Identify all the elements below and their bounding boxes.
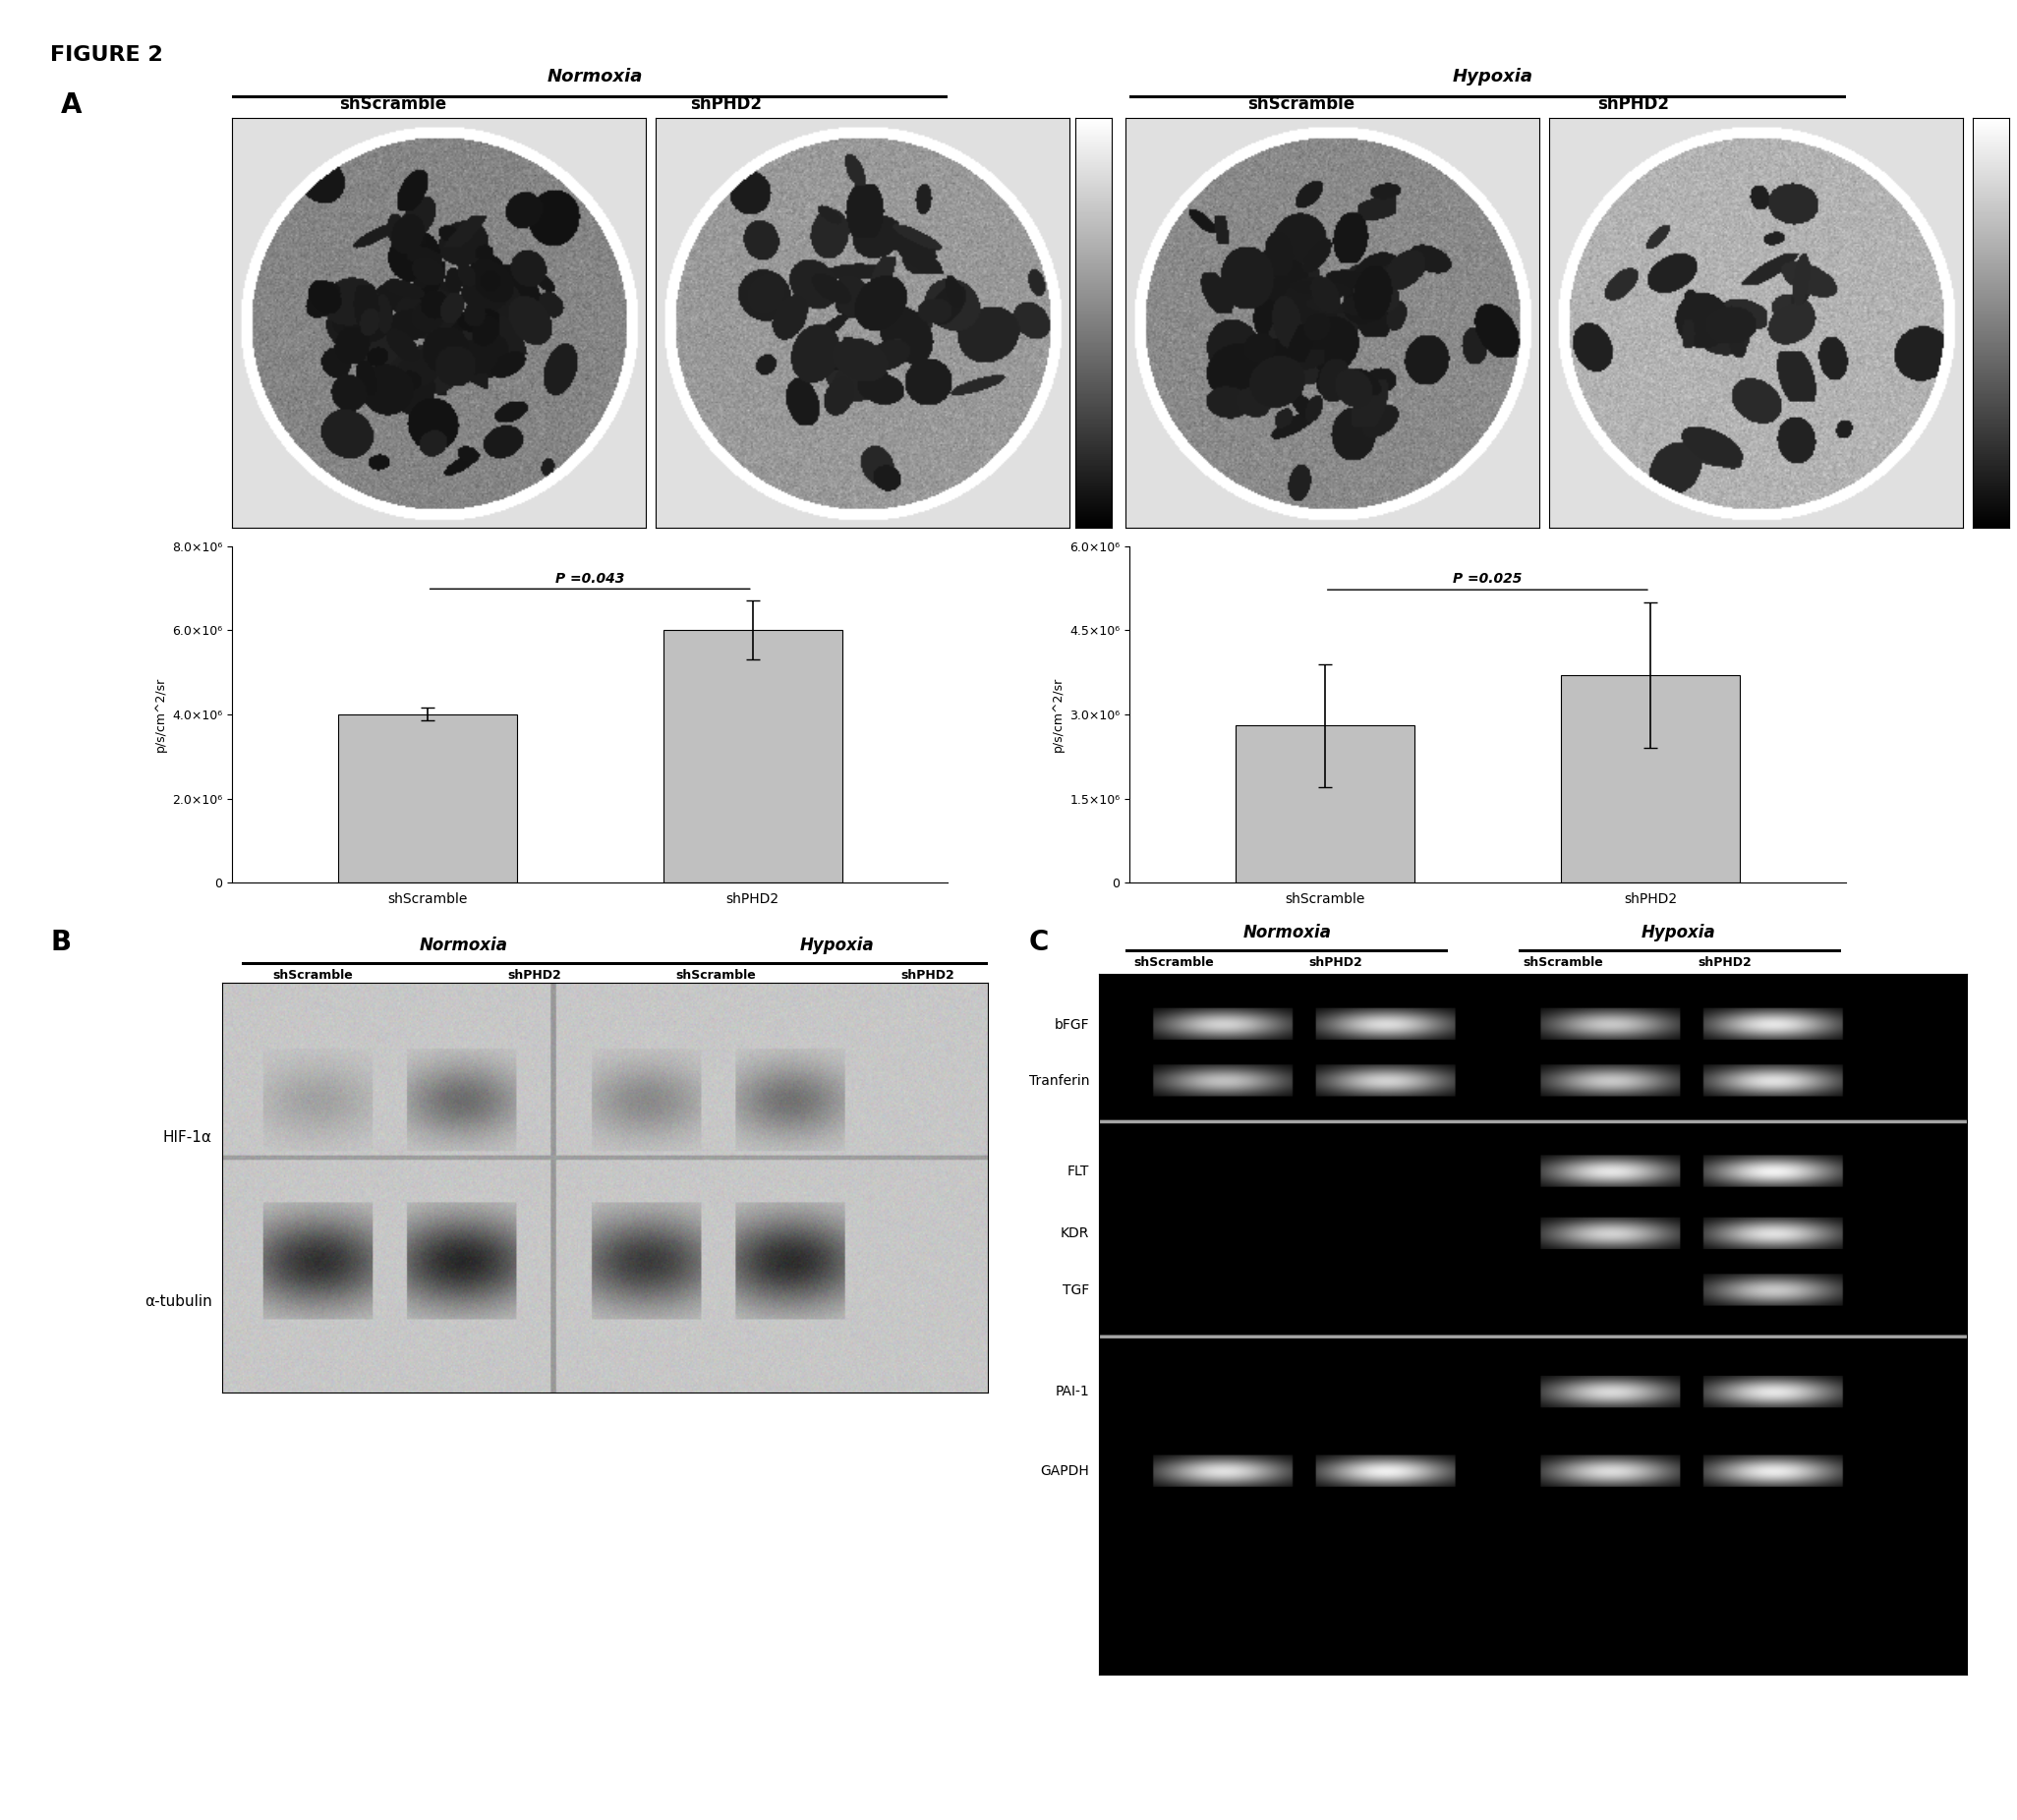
Text: C: C bbox=[1029, 928, 1049, 956]
Text: shPHD2: shPHD2 bbox=[1698, 957, 1751, 970]
Text: Normoxia: Normoxia bbox=[547, 67, 643, 86]
Bar bbox=[337, 713, 516, 883]
Bar bbox=[1561, 675, 1741, 883]
Text: P =0.025: P =0.025 bbox=[1452, 571, 1523, 586]
Text: PAI-1: PAI-1 bbox=[1055, 1385, 1089, 1400]
Text: Hypoxia: Hypoxia bbox=[801, 935, 873, 954]
Text: shScramble: shScramble bbox=[339, 95, 448, 113]
Text: shPHD2: shPHD2 bbox=[508, 970, 561, 983]
Text: GAPDH: GAPDH bbox=[1041, 1463, 1089, 1478]
Text: KDR: KDR bbox=[1061, 1227, 1089, 1241]
Text: TGF: TGF bbox=[1063, 1283, 1089, 1298]
Text: bFGF: bFGF bbox=[1055, 1017, 1089, 1032]
Text: FIGURE 2: FIGURE 2 bbox=[50, 46, 163, 66]
Text: shPHD2: shPHD2 bbox=[690, 95, 762, 113]
Text: B: B bbox=[50, 928, 71, 956]
Y-axis label: p/s/cm^2/sr: p/s/cm^2/sr bbox=[1051, 677, 1065, 752]
Bar bbox=[664, 630, 843, 883]
Text: Hypoxia: Hypoxia bbox=[1642, 923, 1714, 941]
Text: P =0.043: P =0.043 bbox=[555, 571, 625, 586]
Text: shScramble: shScramble bbox=[1134, 957, 1214, 970]
Text: shScramble: shScramble bbox=[1523, 957, 1604, 970]
Text: Tranferin: Tranferin bbox=[1029, 1074, 1089, 1088]
Text: shScramble: shScramble bbox=[676, 970, 756, 983]
Text: α-tubulin: α-tubulin bbox=[143, 1294, 212, 1309]
Y-axis label: p/s/cm^2/sr: p/s/cm^2/sr bbox=[153, 677, 167, 752]
Text: shScramble: shScramble bbox=[272, 970, 353, 983]
Text: shPHD2: shPHD2 bbox=[1309, 957, 1361, 970]
Text: FLT: FLT bbox=[1067, 1165, 1089, 1178]
Text: Normoxia: Normoxia bbox=[1242, 923, 1331, 941]
Text: Normoxia: Normoxia bbox=[420, 935, 508, 954]
Text: HIF-1α: HIF-1α bbox=[163, 1130, 212, 1145]
Bar bbox=[1234, 726, 1414, 883]
Text: Hypoxia: Hypoxia bbox=[1452, 67, 1533, 86]
Text: A: A bbox=[61, 91, 81, 118]
Text: shScramble: shScramble bbox=[1247, 95, 1355, 113]
Text: shPHD2: shPHD2 bbox=[1597, 95, 1670, 113]
Text: shPHD2: shPHD2 bbox=[902, 970, 954, 983]
